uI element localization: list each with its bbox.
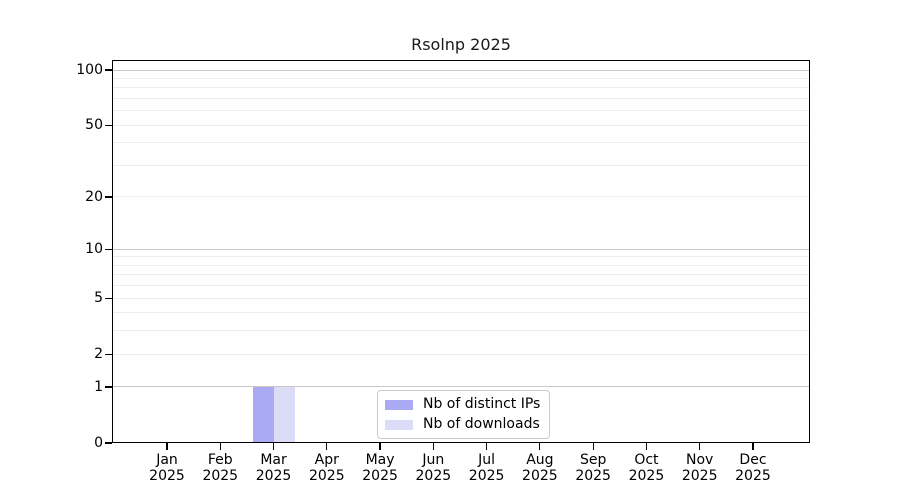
- y-tick-mark: [105, 124, 112, 126]
- x-tick-label: Sep 2025: [565, 452, 621, 484]
- bar-downloads: [273, 386, 295, 443]
- x-tick-year: 2025: [415, 468, 452, 484]
- x-tick-mark: [379, 443, 381, 450]
- x-tick-year: 2025: [362, 468, 398, 484]
- major-gridline: [112, 248, 810, 250]
- x-tick-year: 2025: [575, 468, 611, 484]
- y-tick-label: 1: [94, 378, 103, 395]
- minor-gridline: [112, 274, 810, 276]
- y-tick-mark: [105, 248, 112, 250]
- x-tick-label: Nov 2025: [672, 452, 728, 484]
- x-tick-year: 2025: [202, 468, 239, 484]
- legend-label: Nb of distinct IPs: [423, 396, 541, 412]
- y-tick-mark: [105, 69, 112, 71]
- minor-gridline: [112, 285, 810, 287]
- y-tick-label: 20: [85, 188, 103, 205]
- x-tick-year: 2025: [308, 468, 345, 484]
- x-tick-month: Jan: [156, 452, 178, 468]
- x-tick-month: Feb: [207, 452, 233, 468]
- x-tick-year: 2025: [149, 468, 185, 484]
- minor-gridline: [112, 142, 810, 144]
- x-tick-label: Dec 2025: [725, 452, 781, 484]
- x-tick-month: May: [365, 452, 395, 468]
- y-tick-label: 2: [94, 346, 103, 363]
- x-tick-year: 2025: [255, 468, 292, 484]
- minor-gridline: [112, 87, 810, 89]
- legend: Nb of distinct IPs Nb of downloads: [377, 390, 551, 439]
- minor-gridline: [112, 312, 810, 314]
- x-tick-month: Sep: [579, 452, 607, 468]
- x-tick-mark: [539, 443, 541, 450]
- y-tick-label: 0: [94, 435, 103, 451]
- legend-swatch-icon: [385, 399, 413, 410]
- minor-gridline: [112, 97, 810, 99]
- y-tick-label: 50: [85, 117, 103, 134]
- minor-gridline: [112, 264, 810, 266]
- y-tick-mark: [105, 196, 112, 198]
- x-tick-mark: [272, 443, 275, 450]
- y-tick-mark: [105, 386, 112, 388]
- x-tick-month: Mar: [260, 452, 287, 468]
- x-tick-month: Nov: [686, 452, 714, 468]
- legend-label: Nb of downloads: [423, 416, 540, 432]
- x-tick-label: Jul 2025: [459, 452, 515, 484]
- minor-gridline: [112, 164, 810, 166]
- x-tick-year: 2025: [735, 468, 771, 484]
- legend-item: Nb of distinct IPs: [385, 396, 540, 413]
- x-tick-mark: [592, 443, 594, 450]
- x-tick-month: Apr: [314, 452, 339, 468]
- x-tick-year: 2025: [522, 468, 558, 484]
- minor-gridline: [112, 124, 810, 126]
- y-tick-label: 5: [94, 290, 103, 307]
- minor-gridline: [112, 330, 810, 332]
- minor-gridline: [112, 353, 810, 355]
- minor-gridline: [112, 297, 810, 299]
- x-tick-year: 2025: [681, 468, 718, 484]
- x-tick-mark: [486, 443, 488, 450]
- x-tick-mark: [326, 443, 328, 450]
- bar-distinct-ips: [252, 386, 274, 443]
- x-tick-year: 2025: [468, 468, 505, 484]
- y-tick-mark: [105, 353, 112, 355]
- x-tick-label: Jun 2025: [405, 452, 461, 484]
- y-tick-label: 100: [76, 62, 103, 78]
- major-gridline: [112, 69, 810, 71]
- plot-area: Nb of distinct IPs Nb of downloads: [112, 60, 810, 443]
- minor-gridline: [112, 196, 810, 198]
- x-tick-label: Feb 2025: [192, 452, 248, 484]
- x-tick-label: Apr 2025: [299, 452, 355, 484]
- minor-gridline: [112, 256, 810, 258]
- x-tick-mark: [219, 443, 221, 450]
- x-tick-mark: [166, 443, 168, 450]
- x-tick-month: Jun: [422, 452, 445, 468]
- x-tick-mark: [432, 443, 434, 450]
- legend-item: Nb of downloads: [385, 416, 540, 433]
- minor-gridline: [112, 77, 810, 79]
- y-tick-mark: [105, 442, 112, 444]
- major-gridline: [112, 386, 810, 388]
- x-tick-month: Jul: [478, 452, 496, 468]
- x-tick-mark: [752, 443, 754, 450]
- y-tick-label: 10: [85, 241, 103, 258]
- x-tick-label: Oct 2025: [618, 452, 674, 484]
- x-tick-month: Dec: [739, 452, 767, 468]
- chart-title: Rsolnp 2025: [411, 35, 511, 54]
- x-tick-label: May 2025: [352, 452, 408, 484]
- legend-swatch-icon: [385, 419, 413, 430]
- x-tick-label: Aug 2025: [512, 452, 568, 484]
- x-tick-month: Aug: [526, 452, 554, 468]
- x-tick-year: 2025: [628, 468, 665, 484]
- y-tick-mark: [105, 297, 112, 299]
- x-tick-mark: [699, 443, 701, 450]
- x-tick-label: Jan 2025: [139, 452, 195, 484]
- x-tick-month: Oct: [634, 452, 659, 468]
- x-tick-mark: [645, 443, 648, 450]
- x-tick-label: Mar 2025: [246, 452, 302, 484]
- minor-gridline: [112, 110, 810, 112]
